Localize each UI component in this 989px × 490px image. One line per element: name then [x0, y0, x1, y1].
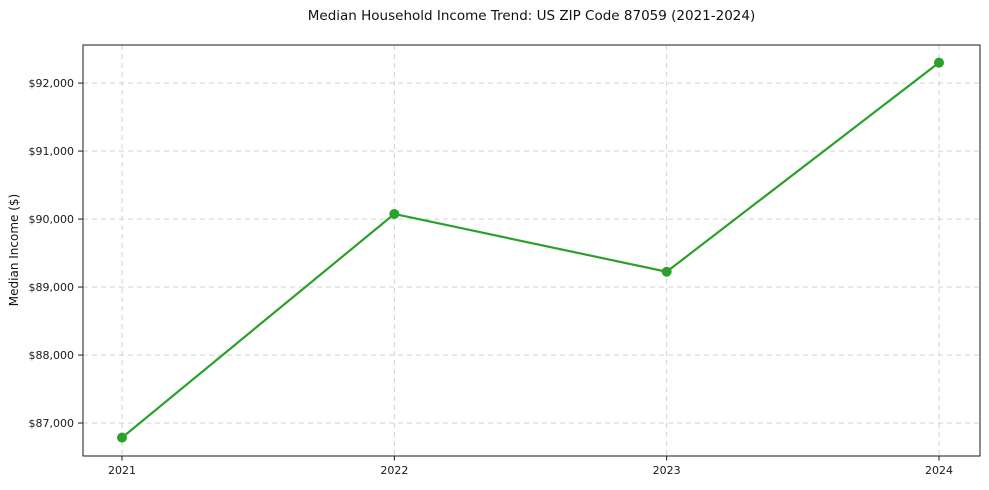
chart-title: Median Household Income Trend: US ZIP Co…: [307, 8, 756, 24]
x-tick-label: 2022: [380, 464, 408, 477]
y-tick-label: $91,000: [29, 145, 75, 158]
y-tick-label: $88,000: [29, 349, 75, 362]
income-trend-line: [120, 61, 941, 439]
y-tick-label: $87,000: [29, 417, 75, 430]
y-tick-label: $89,000: [29, 281, 75, 294]
plot-border: [82, 44, 981, 457]
x-tick-label: 2023: [653, 464, 681, 477]
x-tick-label: 2024: [925, 464, 953, 477]
data-point: [934, 57, 944, 68]
data-point: [661, 266, 672, 277]
data-point: [389, 208, 400, 219]
x-tick-label: 2021: [108, 464, 136, 477]
data-point: [117, 432, 127, 443]
y-tick-label: $92,000: [29, 77, 75, 90]
y-tick-label: $90,000: [29, 213, 75, 226]
